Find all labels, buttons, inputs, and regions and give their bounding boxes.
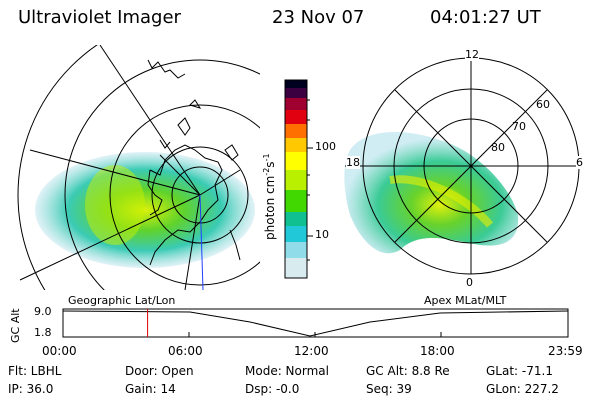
instrument-title: Ultraviolet Imager: [18, 7, 181, 28]
timeline-ymax: 9.0: [34, 305, 52, 318]
filter-info: Flt: LBHL: [8, 364, 62, 378]
colorbar-unit-s: s: [263, 161, 277, 168]
mlat-label-80: 80: [491, 141, 505, 154]
right-map-caption: Apex MLat/MLT: [424, 294, 507, 307]
timeline-tick-2359: 23:59: [548, 344, 583, 358]
timeline-tick-0000: 00:00: [42, 344, 77, 358]
colorbar-unit-label: photon cm-2s-1: [262, 153, 277, 240]
gc-alt-info: GC Alt: 8.8 Re: [366, 364, 450, 378]
gain-info: Gain: 14: [125, 382, 176, 396]
colorbar-unit: photon cm: [263, 175, 277, 240]
dsp-info: Dsp: -0.0: [245, 382, 300, 396]
timeline-tick-1800: 18:00: [420, 344, 455, 358]
mlt-label-18: 18: [346, 156, 360, 169]
glat-info: GLat: -71.1: [486, 364, 553, 378]
colorbar-unit-exp2: -1: [262, 153, 271, 162]
mlt-label-12: 12: [465, 48, 479, 61]
timeline-tick-0600: 06:00: [168, 344, 203, 358]
timeline-tick-1200: 12:00: [294, 344, 329, 358]
timeline-plot: [62, 308, 569, 338]
magnetic-polar-plot: [344, 57, 580, 275]
ip-info: IP: 36.0: [8, 382, 54, 396]
mlt-label-6: 6: [576, 156, 583, 169]
colorbar-unit-exp1: -2: [262, 167, 271, 176]
timeline-ylabel: GC Alt: [9, 308, 22, 343]
coastline: [147, 59, 241, 266]
timeline-ymin: 1.8: [34, 326, 52, 339]
observation-time: 04:01:27 UT: [430, 7, 541, 28]
aurora-emission-left: [35, 152, 255, 268]
sequence-info: Seq: 39: [366, 382, 412, 396]
geographic-map: [17, 45, 260, 290]
colorbar-tick-100: 100: [315, 140, 336, 153]
colorbar-tick-10: 10: [315, 228, 329, 241]
mlat-label-60: 60: [536, 98, 550, 111]
meridian-marker: [199, 194, 204, 290]
colorbar: [284, 79, 313, 279]
mode-info: Mode: Normal: [245, 364, 329, 378]
mlat-label-70: 70: [512, 120, 526, 133]
left-map-caption: Geographic Lat/Lon: [68, 294, 176, 307]
mlt-label-0: 0: [466, 276, 473, 289]
glon-info: GLon: 227.2: [486, 382, 559, 396]
altitude-curve: [62, 310, 569, 337]
observation-date: 23 Nov 07: [272, 7, 365, 28]
door-info: Door: Open: [125, 364, 194, 378]
